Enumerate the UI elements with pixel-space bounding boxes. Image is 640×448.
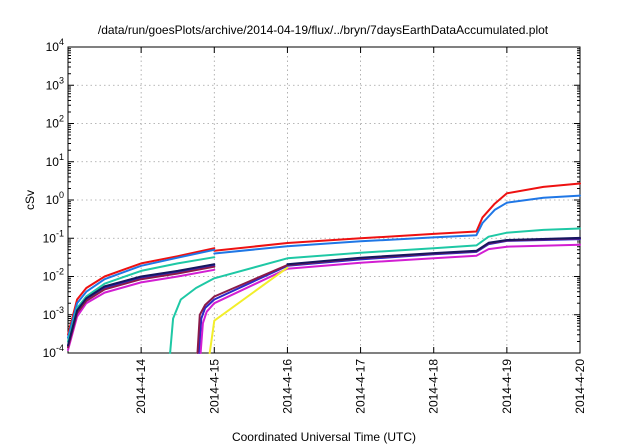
series-line-6 xyxy=(208,266,289,354)
chart-title: /data/run/goesPlots/archive/2014-04-19/f… xyxy=(98,23,549,37)
x-tick-label: 2014-4-15 xyxy=(207,359,221,414)
series-line-4 xyxy=(67,264,216,348)
series-line-1 xyxy=(213,182,581,252)
y-tick-label: 10-1 xyxy=(43,228,64,245)
x-tick-label: 2014-4-17 xyxy=(354,359,368,414)
x-tick-label: 2014-4-20 xyxy=(573,359,587,414)
x-tick-label: 2014-4-16 xyxy=(280,359,294,414)
y-axis-label: cSv xyxy=(23,190,37,210)
y-tick-label: 103 xyxy=(46,75,64,92)
series-line-3 xyxy=(67,256,216,343)
series-line-5 xyxy=(67,268,216,351)
y-tick-label: 101 xyxy=(46,152,64,169)
series-group xyxy=(67,182,581,354)
x-tick-label: 2014-4-14 xyxy=(134,359,148,414)
series-line-8 xyxy=(286,236,581,266)
series-line-2 xyxy=(67,248,216,339)
series-line-2 xyxy=(213,194,581,255)
series-line-5 xyxy=(199,243,581,354)
series-line-8 xyxy=(67,263,216,347)
y-tick-label: 10-3 xyxy=(43,305,64,322)
series-line-1 xyxy=(67,247,216,336)
grid xyxy=(68,47,580,353)
x-axis: 2014-4-14 2014-4-15 2014-4-16 2014-4-17 2014… xyxy=(134,47,587,414)
x-tick-label: 2014-4-19 xyxy=(500,359,514,414)
y-tick-label: 10-4 xyxy=(43,343,64,360)
y-tick-label: 104 xyxy=(46,37,64,54)
y-axis: 10-4 10-3 10-2 10-1 100 101 102 103 104 xyxy=(43,37,580,360)
series-line-3 xyxy=(169,227,581,354)
x-axis-label: Coordinated Universal Time (UTC) xyxy=(232,430,416,444)
y-tick-label: 100 xyxy=(46,190,64,207)
y-tick-label: 10-2 xyxy=(43,267,64,284)
x-tick-label: 2014-4-18 xyxy=(427,359,441,414)
y-tick-label: 102 xyxy=(46,114,64,131)
